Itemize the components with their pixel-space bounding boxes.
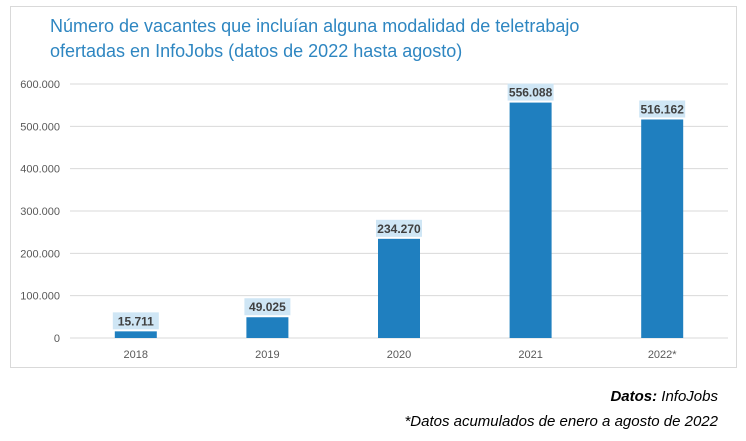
x-tick-label: 2020 <box>387 349 411 361</box>
x-tick-label: 2019 <box>255 349 279 361</box>
data-label: 234.270 <box>377 222 421 236</box>
y-tick-label: 0 <box>54 333 60 345</box>
y-tick-label: 500.000 <box>20 121 60 133</box>
data-label: 516.162 <box>641 102 685 116</box>
y-tick-label: 200.000 <box>20 248 60 260</box>
data-label-background <box>244 298 291 316</box>
data-label-background <box>376 219 422 237</box>
chart-title-line-1: Número de vacantes que incluían alguna m… <box>50 16 580 36</box>
source-note: Datos: InfoJobs <box>404 384 718 409</box>
chart-notes: Datos: InfoJobs *Datos acumulados de ene… <box>404 384 718 434</box>
y-tick-label: 400.000 <box>20 164 60 176</box>
y-tick-label: 300.000 <box>20 206 60 218</box>
chart-frame <box>10 6 737 368</box>
footnote: *Datos acumulados de enero a agosto de 2… <box>404 413 718 430</box>
chart-title-line-2: ofertadas en InfoJobs (datos de 2022 has… <box>50 41 463 61</box>
x-tick-label: 2022* <box>648 349 677 361</box>
data-label-background <box>507 83 554 101</box>
data-label-background <box>112 312 159 330</box>
data-label: 15.711 <box>118 314 154 328</box>
bar <box>114 331 157 338</box>
x-tick-label: 2021 <box>518 349 542 361</box>
data-label: 49.025 <box>249 300 286 314</box>
data-label-background <box>639 100 686 118</box>
bar <box>641 119 684 338</box>
y-tick-label: 100.000 <box>20 291 60 303</box>
bar <box>509 102 552 338</box>
bar <box>246 317 289 338</box>
data-label: 556.088 <box>509 86 553 100</box>
x-tick-label: 2018 <box>124 349 148 361</box>
bar <box>378 238 420 338</box>
source-value: InfoJobs <box>657 388 718 405</box>
chart-title: Número de vacantes que incluían alguna m… <box>50 14 670 64</box>
source-label: Datos: <box>610 388 658 405</box>
y-tick-label: 600.000 <box>20 79 60 91</box>
